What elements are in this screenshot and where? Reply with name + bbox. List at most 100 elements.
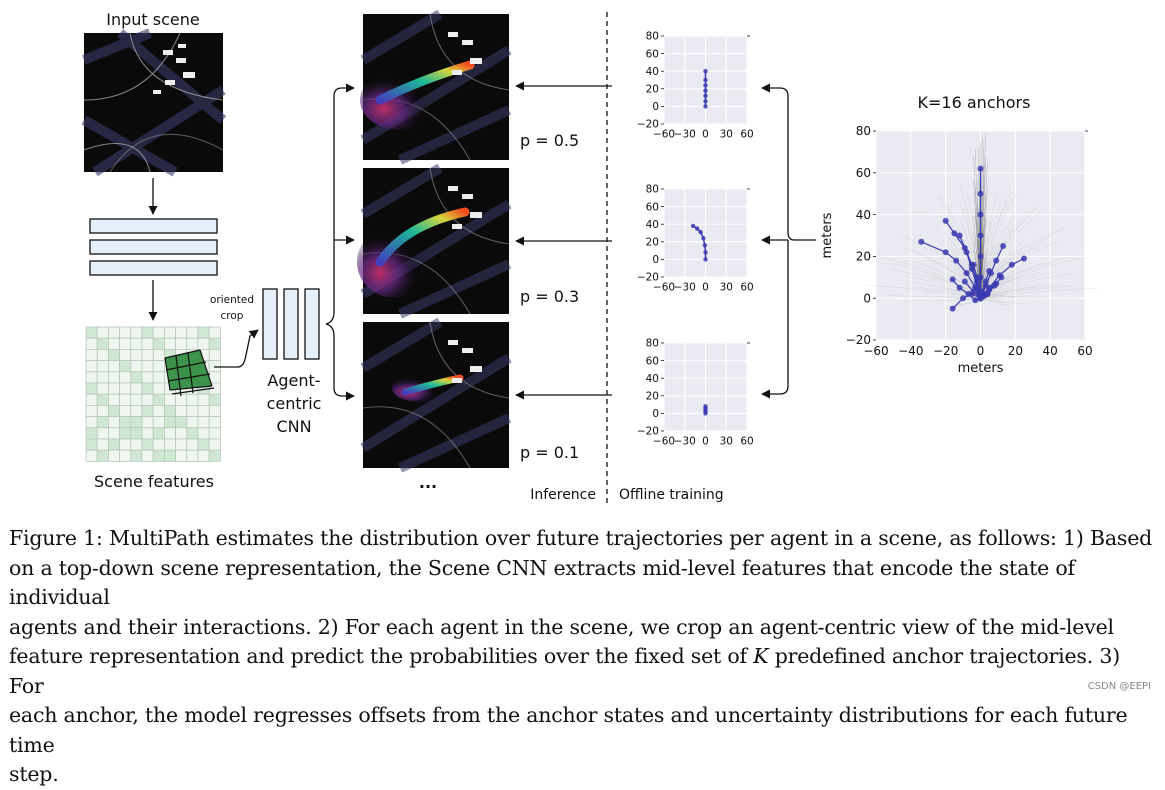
probability-label-1: p = 0.5 — [520, 131, 579, 150]
trajectory-point — [703, 104, 708, 109]
y-tick-label: 40 — [646, 373, 659, 385]
x-tick-label: 0 — [977, 344, 985, 358]
y-axis-label: meters — [820, 212, 835, 258]
y-tick-label: −20 — [637, 426, 659, 438]
trajectory-point — [701, 236, 706, 241]
x-tick-label: 0 — [702, 436, 709, 448]
y-tick-label: 40 — [646, 219, 659, 231]
trajectory-point — [918, 238, 925, 245]
y-tick-label: −20 — [637, 119, 659, 131]
x-tick-label: −20 — [933, 344, 958, 358]
x-tick-label: −60 — [863, 344, 888, 358]
trajectory-point — [974, 274, 981, 281]
trajectory-point — [982, 278, 989, 285]
y-tick-label: 0 — [863, 291, 871, 305]
trajectory-point — [1021, 255, 1028, 262]
watermark: CSDN @EEPI — [1087, 681, 1151, 692]
caption-k-symbol: K — [753, 644, 769, 668]
scene-features-grid — [85, 326, 221, 462]
x-tick-label: 0 — [702, 129, 709, 141]
x-tick-label: −30 — [674, 436, 696, 448]
trajectory-point — [703, 257, 708, 262]
anchors-title: K=16 anchors — [918, 93, 1031, 112]
trajectory-point — [953, 257, 960, 264]
trajectory-point — [960, 295, 967, 302]
trajectory-point — [703, 77, 708, 83]
trajectory-point — [984, 291, 991, 298]
oriented-crop-label-1: oriented — [210, 294, 254, 306]
trajectory-point — [702, 243, 708, 248]
agent-cnn-layers — [262, 288, 320, 360]
x-tick-label: 40 — [1043, 344, 1058, 358]
x-tick-label: −30 — [674, 282, 696, 294]
y-tick-label: 80 — [646, 338, 659, 350]
probability-label-2: p = 0.3 — [520, 287, 579, 306]
trajectory-point — [977, 190, 984, 197]
trajectory-point — [703, 93, 708, 99]
caption-line-2: on a top-down scene representation, the … — [9, 555, 1075, 610]
caption-line-6: step. — [9, 762, 59, 786]
caption-line-4a: feature representation and predict the p… — [9, 644, 754, 668]
y-tick-label: 80 — [856, 124, 871, 138]
ellipsis: ... — [419, 473, 437, 492]
prediction-image-1 — [360, 9, 512, 165]
oriented-crop — [164, 349, 215, 397]
trajectory-point — [703, 404, 708, 409]
trajectory-point — [977, 232, 984, 239]
x-tick-label: −60 — [653, 129, 675, 141]
y-tick-label: 60 — [646, 48, 659, 60]
y-tick-label: 60 — [646, 201, 659, 213]
input-scene-image — [81, 28, 227, 177]
x-tick-label: 60 — [1077, 344, 1092, 358]
trajectory-point — [703, 98, 708, 104]
y-tick-label: 80 — [646, 31, 659, 43]
trajectory-point — [703, 83, 708, 88]
x-tick-label: 30 — [720, 436, 733, 448]
agent-cnn-label-3: CNN — [276, 417, 311, 436]
offline-training-label: Offline training — [619, 487, 724, 503]
y-tick-label: −20 — [637, 272, 659, 284]
y-tick-label: 40 — [646, 66, 659, 78]
y-tick-label: 20 — [646, 236, 659, 248]
trajectory-point — [998, 274, 1005, 281]
scene-features-label: Scene features — [94, 472, 214, 491]
trajectory-point — [963, 270, 970, 277]
input-scene-label: Input scene — [106, 10, 199, 29]
caption-line-1: MultiPath estimates the distribution ove… — [109, 526, 1153, 550]
anchor-plot-1: −60−30 0 30 60 80 60 40 20 0 −20 — [637, 31, 754, 141]
trajectory-point — [993, 280, 1000, 287]
trajectory-point — [942, 249, 949, 256]
y-tick-label: 60 — [646, 355, 659, 367]
trajectory-point — [972, 284, 979, 291]
x-tick-label: 0 — [702, 282, 709, 294]
trajectory-point — [1008, 261, 1015, 268]
trajectory-point — [972, 297, 979, 304]
trajectory-line — [952, 293, 981, 310]
x-tick-label: 20 — [1008, 344, 1023, 358]
y-tick-label: 60 — [856, 166, 871, 180]
figure-canvas: Input scene Scene features oriented cro — [81, 9, 1099, 505]
trajectory-point — [977, 253, 984, 260]
figure-caption: Figure 1: MultiPath estimates the distri… — [9, 524, 1159, 790]
agent-cnn-label-2: centric — [267, 394, 322, 413]
caption-line-5: each anchor, the model regresses offsets… — [9, 703, 1128, 757]
x-tick-label: 30 — [720, 129, 733, 141]
trajectory-point — [703, 88, 708, 93]
trajectory-point — [956, 232, 963, 239]
x-tick-label: −30 — [674, 129, 696, 141]
x-tick-label: 60 — [740, 436, 753, 448]
trajectory-point — [942, 217, 949, 224]
y-tick-label: 40 — [856, 208, 871, 222]
trajectory-point — [970, 261, 977, 268]
trajectory-point — [690, 223, 696, 229]
probability-label-3: p = 0.1 — [520, 443, 579, 462]
y-tick-label: 20 — [646, 390, 659, 402]
oriented-crop-label-2: crop — [221, 310, 244, 322]
trajectory-point — [949, 305, 956, 312]
y-tick-label: −20 — [846, 333, 871, 347]
trajectory-point — [986, 268, 993, 275]
x-tick-label: 60 — [740, 282, 753, 294]
anchor-plot-3: −60−30 0 30 60 80 60 40 20 0 −20 — [637, 338, 754, 448]
caption-figure-label: Figure 1: — [9, 526, 103, 550]
